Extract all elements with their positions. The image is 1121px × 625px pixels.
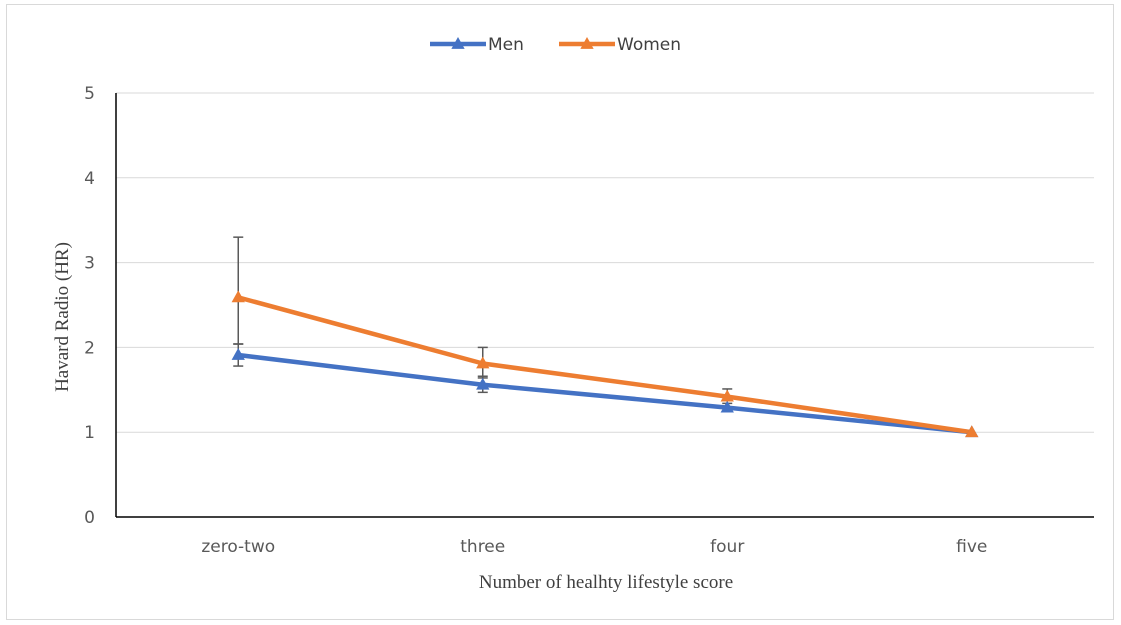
series-line-men <box>236 352 974 435</box>
gridlines <box>116 92 1094 433</box>
point-men-three <box>476 377 490 390</box>
x-tick-label-three: three <box>460 537 505 557</box>
y-tick-label-2: 2 <box>84 338 95 358</box>
legend-marker-women <box>580 37 594 49</box>
series-line-women <box>236 295 974 435</box>
point-women-four <box>720 389 734 402</box>
x-axis-title: Number of healhty lifestyle score <box>479 572 733 593</box>
point-men-zero-two <box>231 348 245 360</box>
legend-label-men: Men <box>488 35 524 55</box>
axes <box>115 93 1094 518</box>
point-women-three <box>476 356 490 369</box>
legend-item-men: Men <box>430 35 524 55</box>
series-markers <box>231 290 979 438</box>
legend-label-women: Women <box>617 35 681 55</box>
y-tick-label-4: 4 <box>84 169 95 189</box>
y-tick-label-3: 3 <box>84 254 95 274</box>
x-tick-labels: zero-two three four five <box>201 537 987 557</box>
series-lines <box>236 295 974 435</box>
x-tick-label-five: five <box>956 537 987 557</box>
y-axis-title: Havard Radio (HR) <box>52 242 73 392</box>
y-tick-label-1: 1 <box>84 423 95 443</box>
point-women-five <box>965 425 979 438</box>
y-tick-label-5: 5 <box>84 84 95 104</box>
point-men-four <box>720 400 734 413</box>
y-tick-label-0: 0 <box>84 508 95 528</box>
y-tick-labels: 0 1 2 3 4 5 <box>84 84 95 528</box>
legend-marker-men <box>451 37 465 49</box>
x-tick-label-zero-two: zero-two <box>201 537 275 557</box>
legend: Men Women <box>430 35 681 55</box>
legend-item-women: Women <box>559 35 681 55</box>
point-women-zero-two <box>231 290 245 303</box>
x-tick-label-four: four <box>710 537 744 557</box>
